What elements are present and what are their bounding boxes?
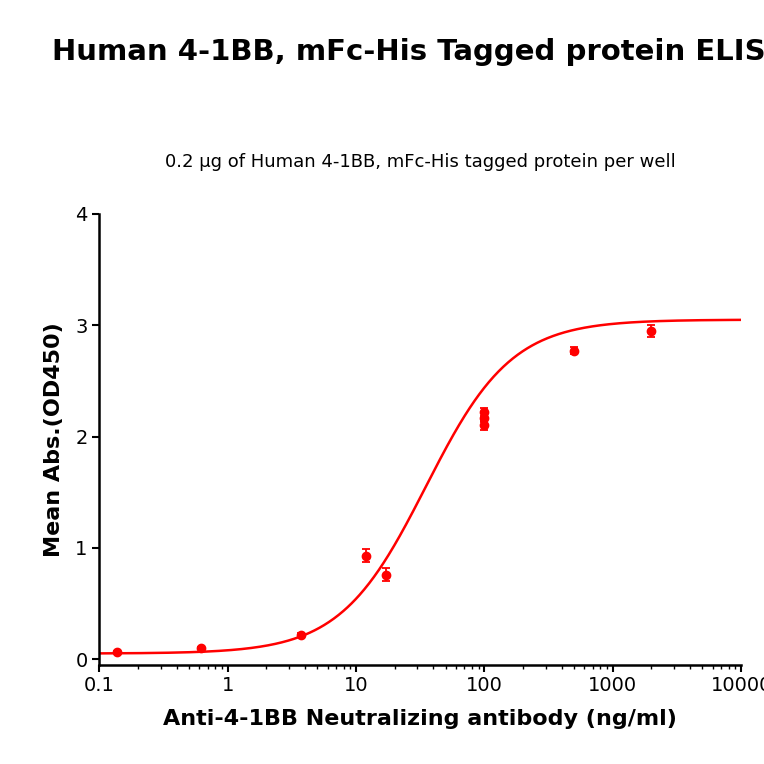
- Y-axis label: Mean Abs.(OD450): Mean Abs.(OD450): [44, 322, 64, 557]
- Text: Human 4-1BB, mFc-His Tagged protein ELISA: Human 4-1BB, mFc-His Tagged protein ELIS…: [52, 38, 764, 66]
- Text: 0.2 μg of Human 4-1BB, mFc-His tagged protein per well: 0.2 μg of Human 4-1BB, mFc-His tagged pr…: [165, 153, 675, 171]
- X-axis label: Anti-4-1BB Neutralizing antibody (ng/ml): Anti-4-1BB Neutralizing antibody (ng/ml): [163, 710, 677, 730]
